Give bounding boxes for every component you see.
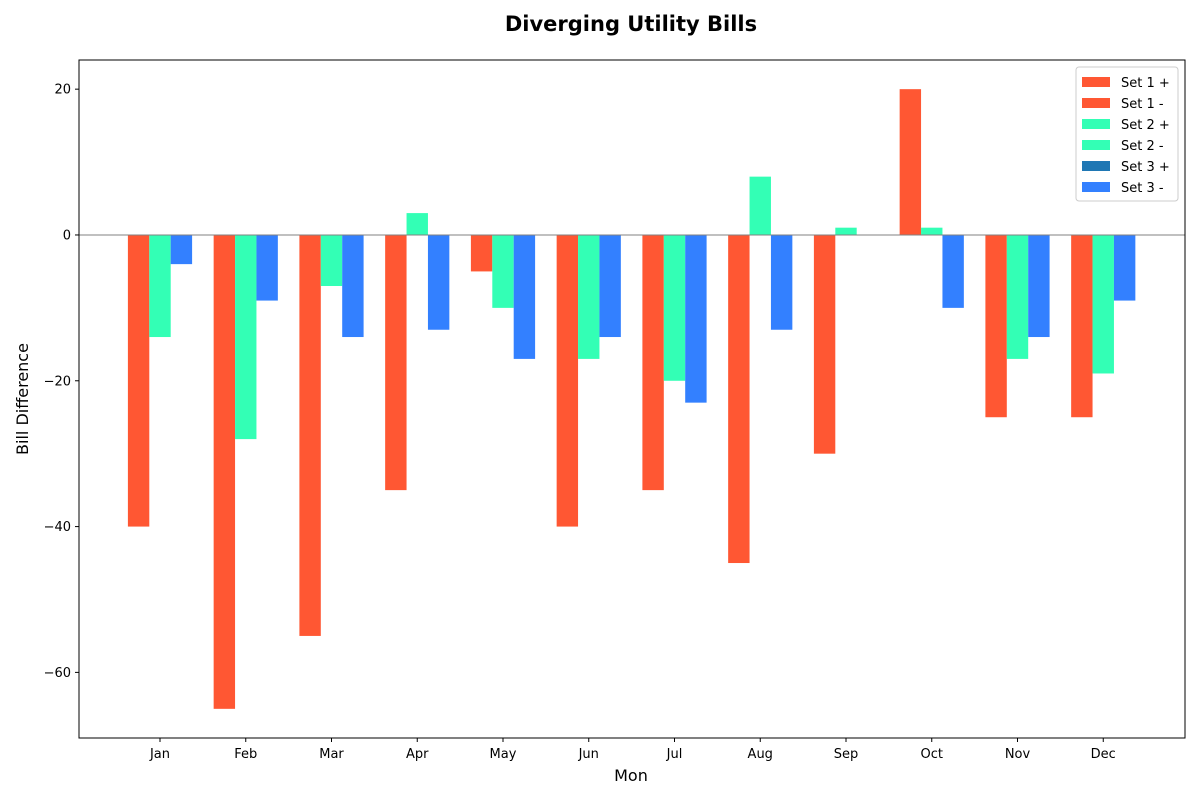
- bars-group: [127, 89, 1136, 709]
- x-tick-label: Mar: [319, 747, 344, 762]
- bar-set3-nov: [1028, 234, 1050, 338]
- x-tick-label: Nov: [1005, 747, 1031, 762]
- legend-label: Set 2 -: [1121, 139, 1164, 154]
- bar-set1-sep: [813, 234, 836, 454]
- y-tick-label: −40: [44, 520, 71, 535]
- bar-set3-may: [513, 234, 536, 359]
- y-tick-label: 20: [54, 83, 71, 98]
- x-tick-label: Jul: [666, 747, 683, 762]
- bar-set2-mar: [320, 234, 343, 286]
- bar-set1-aug: [728, 234, 750, 564]
- chart-title: Diverging Utility Bills: [505, 12, 757, 36]
- bar-set1-apr: [385, 234, 407, 491]
- bar-set2-sep: [835, 227, 857, 235]
- legend-swatch: [1082, 119, 1110, 129]
- x-tick-label: Sep: [834, 747, 859, 762]
- x-axis-label: Mon: [614, 766, 648, 785]
- legend-swatch: [1082, 77, 1110, 87]
- bar-set2-aug: [749, 176, 771, 235]
- bar-set2-oct: [921, 227, 943, 235]
- bar-set3-aug: [770, 234, 793, 330]
- bar-set1-oct: [899, 89, 922, 235]
- bar-set2-apr: [406, 213, 428, 235]
- bar-set1-feb: [213, 234, 236, 709]
- x-tick-label: Feb: [234, 747, 257, 762]
- bar-set1-jul: [642, 234, 664, 491]
- bar-set1-jan: [127, 234, 150, 527]
- legend-label: Set 3 +: [1121, 160, 1170, 175]
- legend-swatch: [1082, 161, 1110, 171]
- legend: Set 1 + Set 1 - Set 2 + Set 2 - Set 3 + Set 3…: [1075, 66, 1179, 202]
- bar-set3-jul: [685, 234, 707, 403]
- legend-swatch: [1082, 182, 1110, 192]
- y-axis: 20 0 −20 −40 −60: [44, 83, 79, 681]
- y-tick-label: −60: [44, 666, 71, 681]
- bar-set3-feb: [256, 234, 278, 301]
- bar-set1-may: [470, 234, 493, 272]
- bar-set2-jul: [663, 234, 686, 381]
- y-axis-label: Bill Difference: [13, 343, 32, 455]
- legend-swatch: [1082, 98, 1110, 108]
- x-tick-label: Dec: [1091, 747, 1116, 762]
- bar-set1-jun: [556, 234, 579, 527]
- bar-set3-jun: [599, 234, 621, 338]
- bar-set2-nov: [1006, 234, 1029, 359]
- bar-set3-oct: [942, 234, 964, 308]
- bar-set2-jun: [578, 234, 600, 359]
- x-tick-label: Jan: [149, 747, 170, 762]
- bar-set2-dec: [1092, 234, 1114, 374]
- x-tick-label: May: [490, 747, 517, 762]
- legend-label: Set 1 +: [1121, 76, 1170, 91]
- bar-set1-dec: [1071, 234, 1093, 418]
- y-tick-label: −20: [44, 374, 71, 389]
- bar-set3-jan: [170, 234, 193, 265]
- bar-set1-nov: [985, 234, 1007, 418]
- x-tick-label: Aug: [748, 747, 773, 762]
- x-tick-label: Oct: [921, 747, 943, 762]
- legend-label: Set 2 +: [1121, 118, 1170, 133]
- bar-set2-may: [492, 234, 514, 308]
- x-axis: Jan Feb Mar Apr May Jun Jul Aug Sep Oct Nov Dec: [149, 738, 1116, 762]
- plot-frame: [78, 59, 1186, 739]
- bar-set2-jan: [149, 234, 171, 338]
- bar-set3-dec: [1113, 234, 1136, 301]
- y-tick-label: 0: [63, 228, 71, 243]
- bar-set3-apr: [427, 234, 450, 330]
- legend-label: Set 1 -: [1121, 97, 1164, 112]
- legend-label: Set 3 -: [1121, 181, 1164, 196]
- x-tick-label: Jun: [578, 747, 599, 762]
- x-tick-label: Apr: [406, 747, 429, 762]
- legend-swatch: [1082, 140, 1110, 150]
- bar-set2-feb: [235, 234, 257, 440]
- bar-set1-mar: [299, 234, 321, 636]
- bar-set3-mar: [342, 234, 364, 338]
